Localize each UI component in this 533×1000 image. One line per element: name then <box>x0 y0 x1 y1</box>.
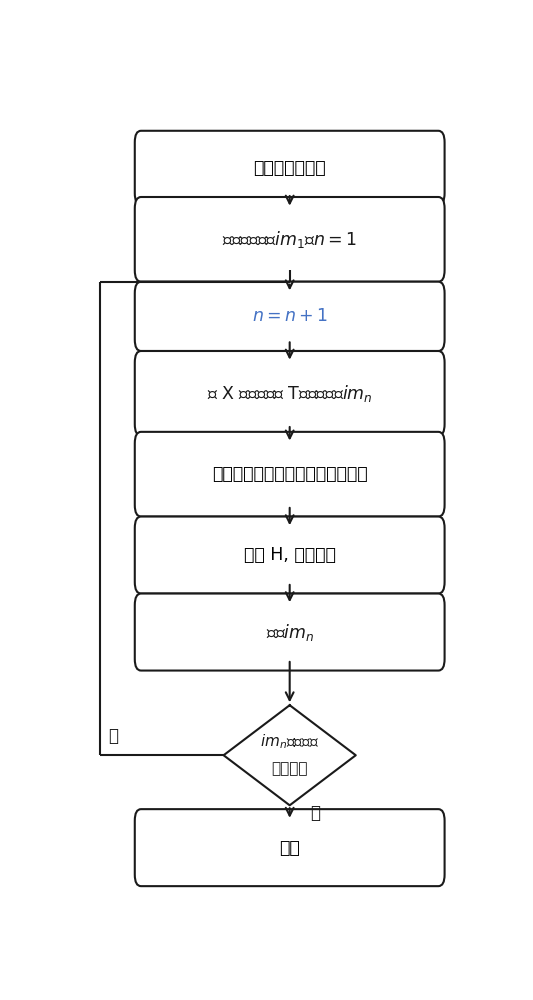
FancyBboxPatch shape <box>135 131 445 205</box>
Text: $im_n$为最后一: $im_n$为最后一 <box>260 732 319 751</box>
Text: 影像测量仪归零: 影像测量仪归零 <box>253 159 326 177</box>
FancyBboxPatch shape <box>135 197 445 282</box>
Text: $n=n+1$: $n=n+1$ <box>252 307 328 325</box>
FancyBboxPatch shape <box>135 517 445 594</box>
Text: 结束: 结束 <box>279 839 300 857</box>
Text: 补偿$im_n$: 补偿$im_n$ <box>265 622 314 643</box>
Text: 否: 否 <box>108 727 118 745</box>
FancyBboxPatch shape <box>135 594 445 671</box>
Text: 重叠区域检测特征点，特征点匹配: 重叠区域检测特征点，特征点匹配 <box>212 465 367 483</box>
Text: 沿 X 轴平移距离 T，获取图像$im_n$: 沿 X 轴平移距离 T，获取图像$im_n$ <box>207 383 373 404</box>
FancyBboxPatch shape <box>135 351 445 436</box>
FancyBboxPatch shape <box>135 432 445 517</box>
FancyBboxPatch shape <box>135 809 445 886</box>
Text: 获得初始图像$im_1$，$n=1$: 获得初始图像$im_1$，$n=1$ <box>222 229 357 250</box>
Text: 计算 H, 误差分离: 计算 H, 误差分离 <box>244 546 336 564</box>
FancyBboxPatch shape <box>135 282 445 351</box>
Text: 是: 是 <box>310 804 320 822</box>
Text: 张图片？: 张图片？ <box>271 762 308 777</box>
